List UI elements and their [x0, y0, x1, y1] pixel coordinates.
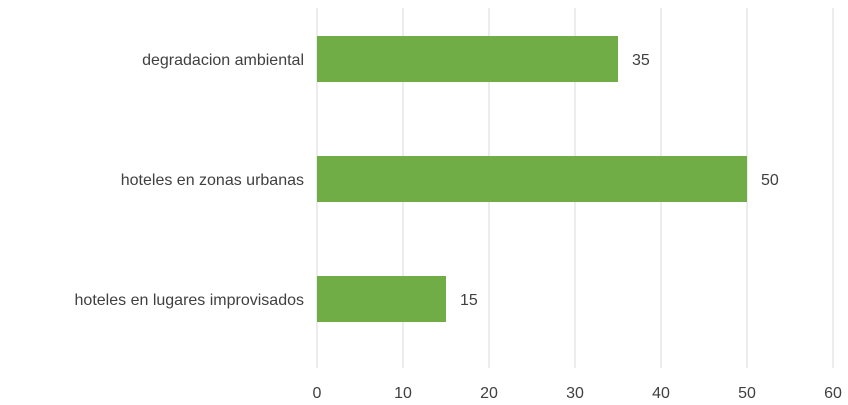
category-label: hoteles en lugares improvisados	[75, 292, 304, 309]
data-label: 15	[460, 292, 478, 309]
x-tick-label: 50	[738, 385, 756, 402]
x-tick-label: 60	[824, 385, 842, 402]
bar-3	[317, 276, 446, 322]
bar-2	[317, 156, 747, 202]
bars	[317, 36, 747, 322]
x-tick-label: 10	[394, 385, 412, 402]
data-labels: 35 50 15	[460, 52, 779, 309]
x-tick-label: 40	[652, 385, 670, 402]
value-axis: 0 10 20 30 40 50 60	[313, 385, 842, 402]
bar-1	[317, 36, 618, 82]
category-axis: degradacion ambiental hoteles en zonas ur…	[75, 52, 304, 309]
x-tick-label: 0	[313, 385, 322, 402]
x-tick-label: 20	[480, 385, 498, 402]
category-label: hoteles en zonas urbanas	[121, 172, 304, 189]
data-label: 50	[761, 172, 779, 189]
data-label: 35	[632, 52, 650, 69]
category-label: degradacion ambiental	[142, 52, 304, 69]
x-tick-label: 30	[566, 385, 584, 402]
